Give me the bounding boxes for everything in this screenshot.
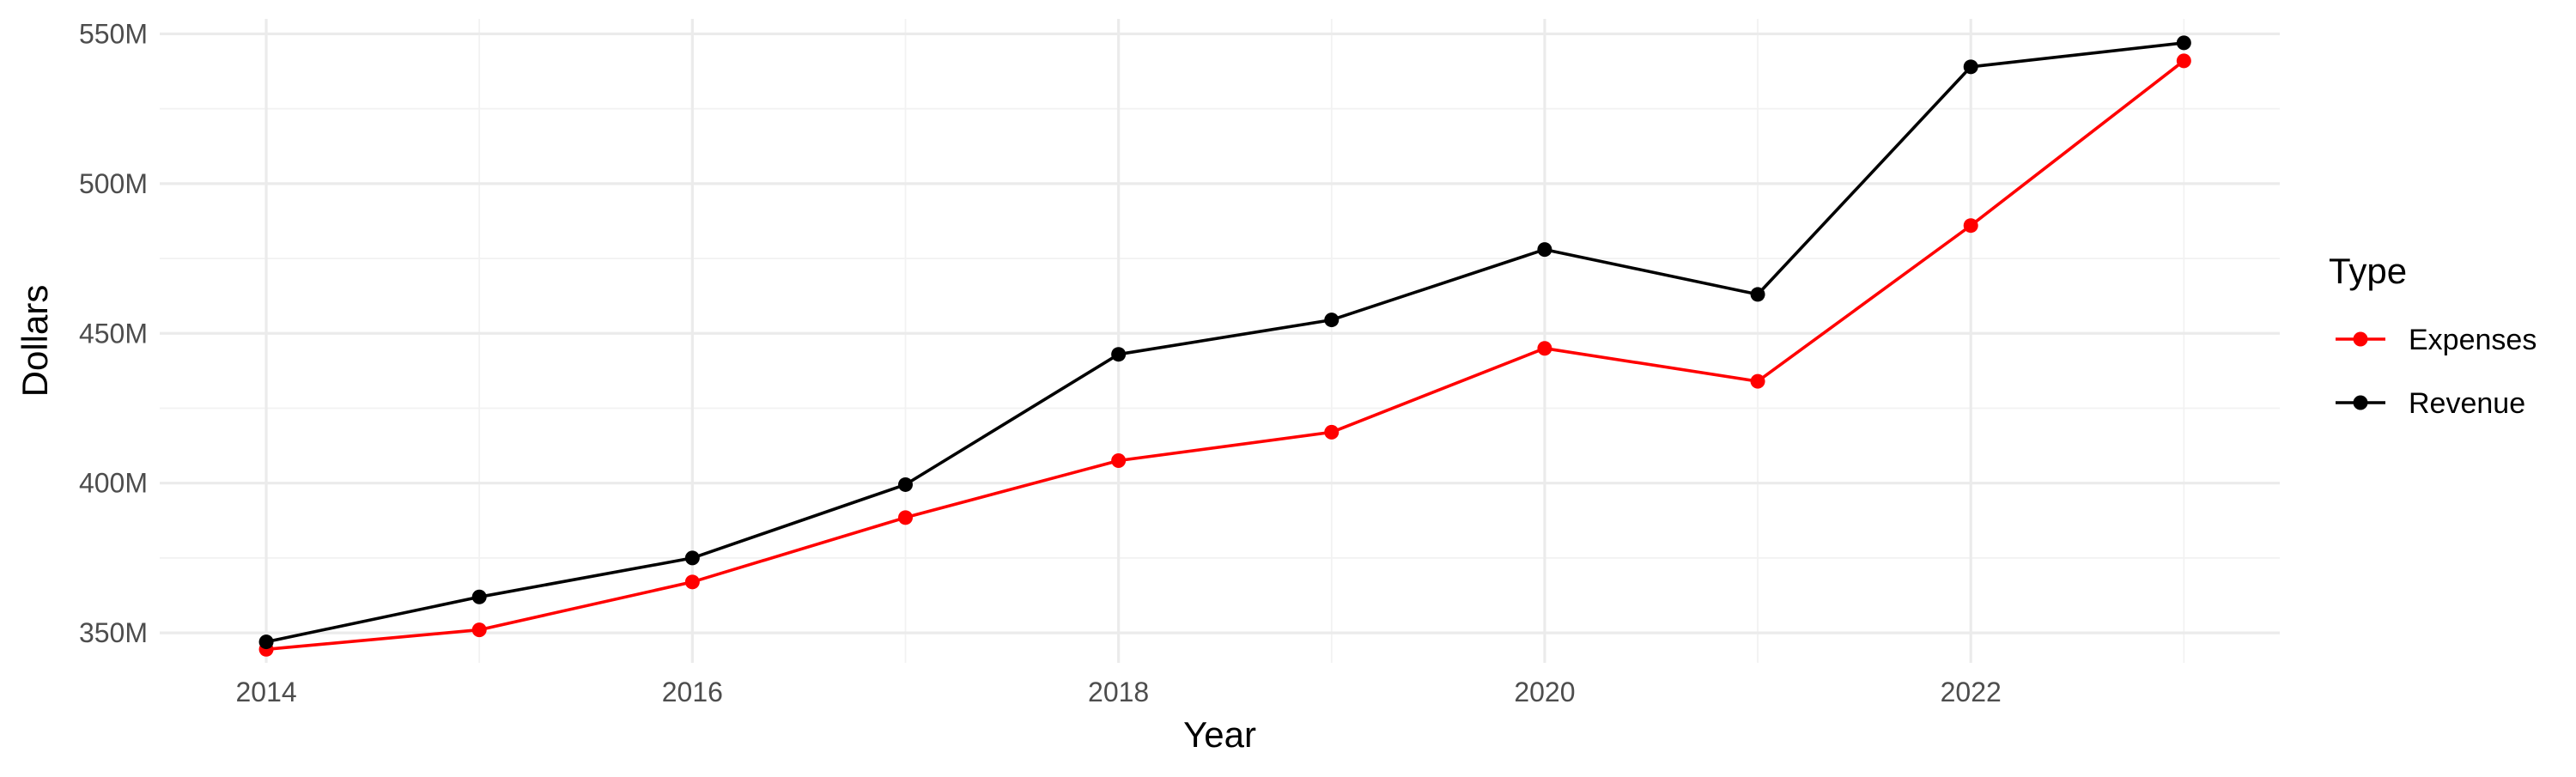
revenue-point bbox=[2176, 35, 2191, 51]
expenses-point bbox=[2176, 53, 2191, 69]
revenue-point bbox=[684, 550, 700, 566]
legend-label: Revenue bbox=[2409, 387, 2525, 420]
revenue-point bbox=[258, 634, 274, 650]
revenue-point bbox=[471, 589, 487, 604]
legend-item-revenue: Revenue bbox=[2336, 387, 2525, 420]
gridlines bbox=[160, 19, 2280, 663]
x-tick-label: 2020 bbox=[1514, 677, 1575, 707]
legend-label: Expenses bbox=[2409, 324, 2537, 356]
expenses-point bbox=[897, 510, 913, 525]
revenue-point bbox=[897, 477, 913, 492]
expenses-line bbox=[265, 59, 2185, 652]
x-tick-label: 2014 bbox=[235, 677, 296, 707]
x-tick-label: 2016 bbox=[662, 677, 723, 707]
y-axis-tick-labels: 350M 400M 450M 500M 550M bbox=[79, 18, 148, 648]
legend: Type Expenses Revenue bbox=[2329, 251, 2537, 420]
expenses-point bbox=[471, 622, 487, 638]
x-axis-title: Year bbox=[1183, 714, 1256, 755]
legend-key-point bbox=[2353, 395, 2368, 410]
expenses-point bbox=[1111, 453, 1127, 469]
x-tick-label: 2022 bbox=[1941, 677, 2002, 707]
x-axis-tick-labels: 2014 2016 2018 2020 2022 bbox=[235, 677, 2001, 707]
revenue-point bbox=[1750, 287, 1765, 302]
revenue-point bbox=[1324, 313, 1340, 328]
revenue-point bbox=[1537, 242, 1552, 258]
revenue-line bbox=[265, 41, 2184, 644]
expenses-point bbox=[1963, 218, 1978, 234]
series-lines bbox=[258, 35, 2191, 657]
revenue-point bbox=[1963, 59, 1978, 75]
y-tick-label: 350M bbox=[79, 617, 148, 648]
y-tick-label: 550M bbox=[79, 18, 148, 49]
x-tick-label: 2018 bbox=[1088, 677, 1149, 707]
expenses-point bbox=[1537, 341, 1552, 356]
legend-items: Expenses Revenue bbox=[2336, 324, 2537, 420]
y-tick-label: 400M bbox=[79, 468, 148, 499]
expenses-point bbox=[684, 574, 700, 590]
y-tick-label: 500M bbox=[79, 168, 148, 199]
series-expenses bbox=[258, 53, 2191, 657]
y-axis-title: Dollars bbox=[15, 285, 55, 398]
expenses-point bbox=[1750, 373, 1765, 389]
legend-title: Type bbox=[2329, 251, 2407, 291]
legend-key-point bbox=[2353, 331, 2368, 347]
expenses-point bbox=[1324, 424, 1340, 440]
revenue-point bbox=[1111, 347, 1127, 362]
series-revenue bbox=[258, 35, 2191, 650]
legend-item-expenses: Expenses bbox=[2336, 324, 2537, 356]
y-tick-label: 450M bbox=[79, 318, 148, 349]
